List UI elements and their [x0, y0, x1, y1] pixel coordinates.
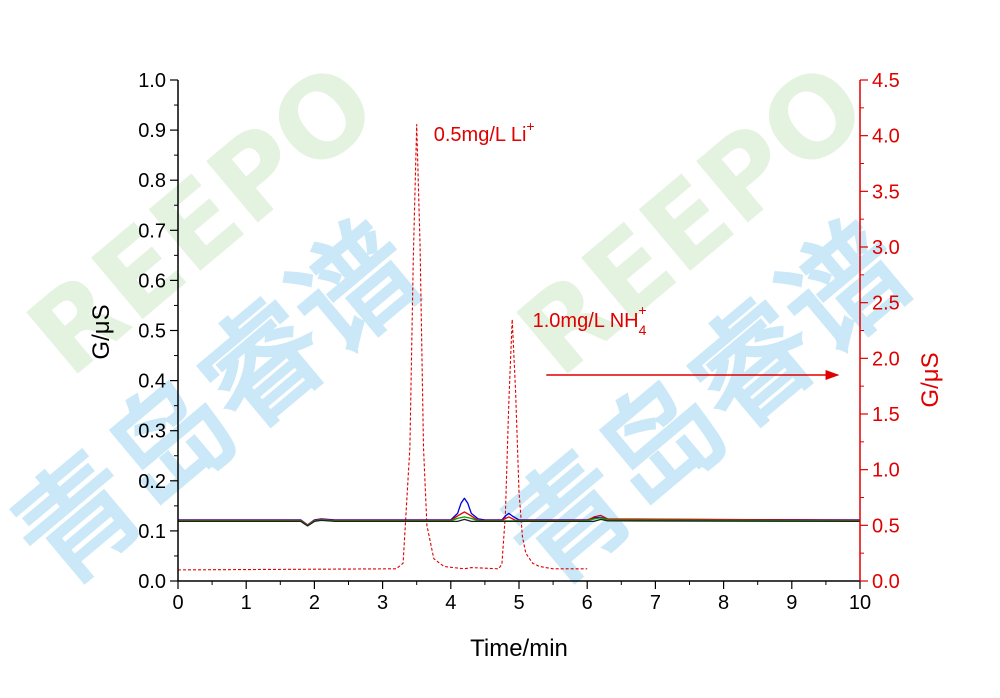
y-right-tick-label: 4.5 — [872, 70, 900, 92]
y-left-tick-label: 0.6 — [138, 270, 166, 292]
x-tick-label: 2 — [309, 592, 320, 614]
x-tick-label: 8 — [718, 592, 729, 614]
y-axis-left-title: G/μS — [88, 304, 115, 359]
y-right-tick-label: 4.0 — [872, 126, 900, 148]
x-tick-label: 7 — [650, 592, 661, 614]
x-tick-label: 10 — [849, 592, 871, 614]
x-tick-label: 0 — [172, 592, 183, 614]
y-left-tick-label: 0.1 — [138, 521, 166, 543]
y-left-tick-label: 0.5 — [138, 321, 166, 343]
x-tick-label: 1 — [241, 592, 252, 614]
y-left-tick-label: 0.4 — [138, 371, 166, 393]
y-left-tick-label: 1.0 — [138, 70, 166, 92]
annotation-1: 0.5mg/L Li+ — [434, 118, 535, 146]
x-tick-label: 6 — [582, 592, 593, 614]
x-tick-label: 9 — [786, 592, 797, 614]
y-right-tick-label: 3.5 — [872, 181, 900, 203]
y-right-tick-label: 2.5 — [872, 293, 900, 315]
y-left-tick-label: 0.8 — [138, 170, 166, 192]
y-left-tick-label: 0.9 — [138, 120, 166, 142]
y-right-tick-label: 2.0 — [872, 348, 900, 370]
x-axis-title: Time/min — [470, 635, 568, 662]
y-right-tick-label: 1.5 — [872, 404, 900, 426]
y-left-tick-label: 0.0 — [138, 571, 166, 593]
y-left-tick-label: 0.3 — [138, 421, 166, 443]
y-left-tick-label: 0.2 — [138, 471, 166, 493]
x-tick-label: 3 — [377, 592, 388, 614]
arrow-head — [825, 370, 840, 381]
y-right-tick-label: 0.5 — [872, 515, 900, 537]
y-right-tick-label: 0.0 — [872, 571, 900, 593]
y-right-tick-label: 3.0 — [872, 237, 900, 259]
annotation-2: 1.0mg/L NH4+ — [533, 302, 647, 338]
y-axis-right-title: G/μS — [917, 352, 944, 407]
x-tick-label: 5 — [513, 592, 524, 614]
x-tick-label: 4 — [445, 592, 456, 614]
y-right-tick-label: 1.0 — [872, 460, 900, 482]
series-line-1 — [177, 123, 588, 571]
series-line-5 — [178, 518, 861, 527]
y-left-tick-label: 0.7 — [138, 220, 166, 242]
